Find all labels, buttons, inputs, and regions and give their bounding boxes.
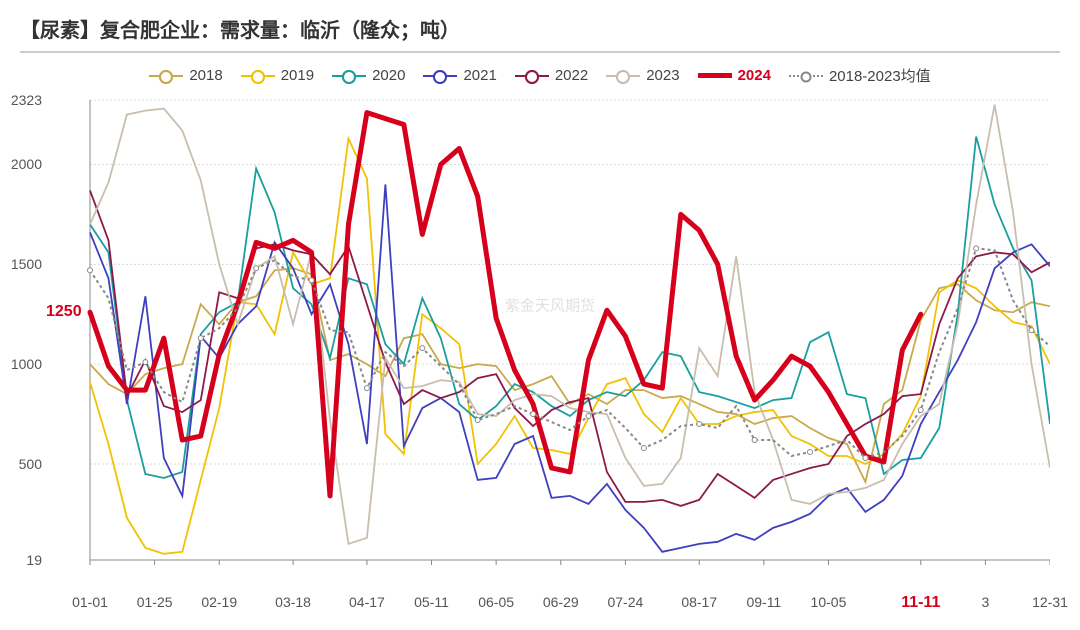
y-tick-label: 1000 [11,356,42,372]
legend-label: 2024 [738,67,771,84]
series-2018 [90,268,1050,482]
x-tick-label: 06-05 [478,594,514,610]
legend-item-avg: 2018-2023均值 [789,65,931,86]
x-tick-label: 03-18 [275,594,311,610]
legend-label: 2020 [372,67,405,84]
legend-label: 2023 [646,67,679,84]
x-tick-label: 11-11 [901,594,940,612]
x-tick-label: 01-01 [72,594,108,610]
chart-area: 紫金天风期货 19500100015002000232301-0101-2502… [50,90,1050,590]
legend-label: 2022 [555,67,588,84]
x-tick-label: 10-05 [811,594,847,610]
legend-label: 2019 [281,67,314,84]
legend-item-2018: .sw.hollow[style*="#c9a94b"]::after{bord… [149,65,222,86]
x-tick-label: 08-17 [681,594,717,610]
x-tick-label: 01-25 [137,594,173,610]
y-tick-label: 19 [26,552,42,568]
legend: .sw.hollow[style*="#c9a94b"]::after{bord… [20,59,1060,90]
legend-item-2022: .sw.hollow[style*="#8b1a4b"]::after{bord… [515,65,588,86]
y-tick-label: 500 [19,456,42,472]
y-highlight-label: 1250 [46,303,82,321]
legend-label: 2018-2023均值 [829,65,931,86]
series-2021 [90,184,1050,551]
x-tick-label: 09-11 [746,594,781,610]
legend-item-2020: .sw.hollow[style*="#1b9e9e"]::after{bord… [332,65,405,86]
y-tick-label: 2323 [11,92,42,108]
y-tick-label: 1500 [11,256,42,272]
chart-svg [50,90,1050,590]
legend-label: 2018 [189,67,222,84]
x-tick-label: 02-19 [201,594,237,610]
x-tick-label: 07-24 [607,594,643,610]
legend-item-2023: .sw.hollow[style*="#c9beae"]::after{bord… [606,65,679,86]
x-tick-label: 3 [981,594,989,610]
chart-title: 【尿素】复合肥企业：需求量：临沂（隆众；吨） [20,14,1060,53]
x-tick-label: 05-11 [414,594,449,610]
legend-label: 2021 [463,67,496,84]
legend-item-2019: .sw.hollow[style*="#f2c200"]::after{bord… [241,65,314,86]
x-tick-label: 06-29 [543,594,579,610]
legend-item-2021: .sw.hollow[style*="#3f3fbf"]::after{bord… [423,65,496,86]
x-tick-label: 12-31 [1032,594,1068,610]
x-tick-label: 04-17 [349,594,385,610]
y-tick-label: 2000 [11,156,42,172]
legend-item-2024: 2024 [698,65,771,86]
